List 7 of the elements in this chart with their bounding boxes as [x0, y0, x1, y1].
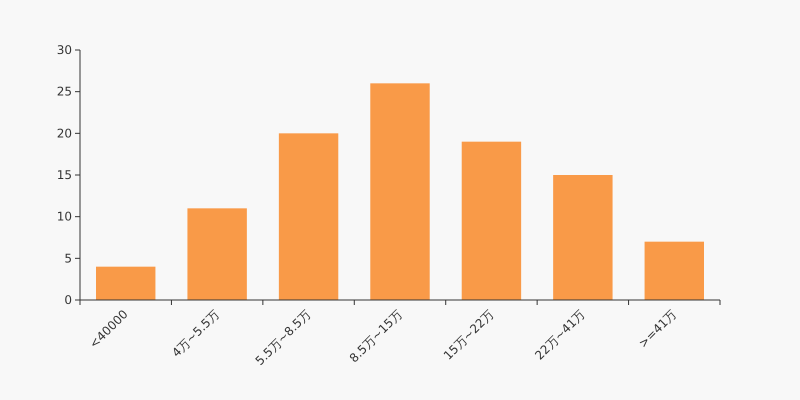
y-tick-label: 10	[56, 210, 72, 224]
y-tick-label: 0	[64, 293, 72, 307]
y-tick-label: 30	[56, 43, 72, 57]
y-tick-label: 15	[56, 168, 72, 182]
y-tick-label: 5	[64, 251, 72, 266]
y-tick-label: 20	[56, 126, 72, 140]
y-tick-label: 25	[56, 84, 72, 99]
